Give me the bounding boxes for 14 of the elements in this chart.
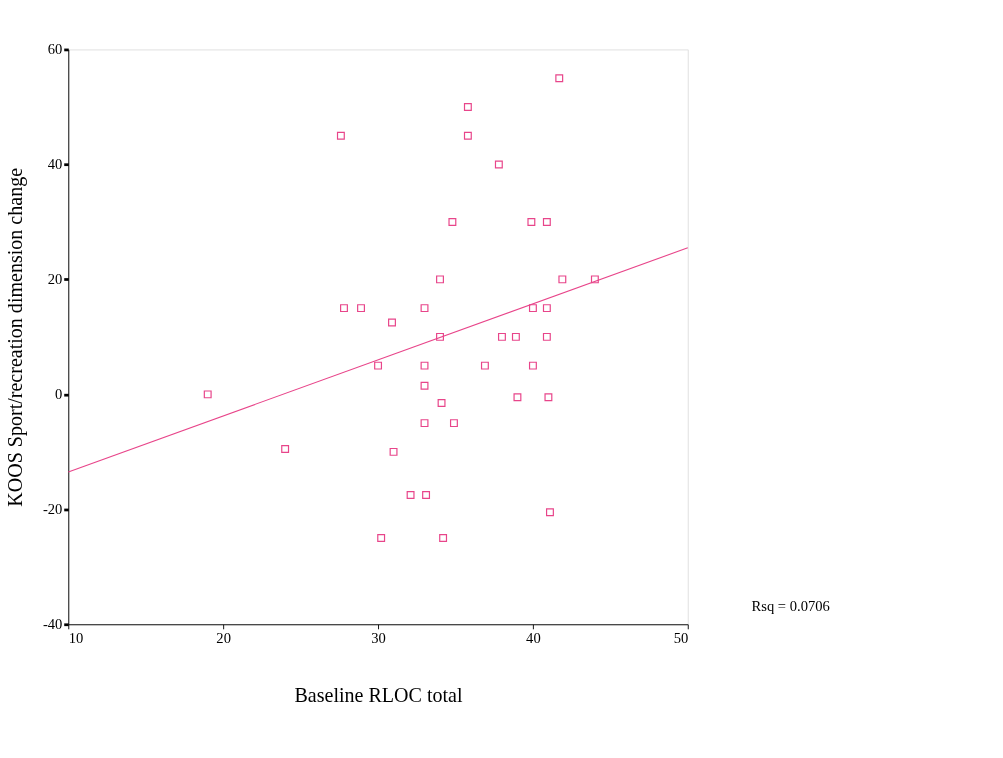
x-tick-label: 40 bbox=[526, 629, 541, 646]
x-axis-title: Baseline RLOC total bbox=[294, 684, 463, 707]
y-tick-label: 0 bbox=[55, 386, 63, 403]
y-axis-title: KOOS Sport/recreation dimension change bbox=[4, 167, 28, 507]
x-tick-label: 50 bbox=[673, 629, 689, 646]
y-tick-label: -40 bbox=[42, 616, 63, 633]
x-tick-label: 30 bbox=[371, 629, 386, 646]
y-tick-label: 20 bbox=[47, 271, 63, 288]
y-tick-label: -20 bbox=[42, 501, 63, 518]
y-tick-label: 40 bbox=[47, 156, 63, 173]
x-tick-label: 20 bbox=[216, 629, 231, 646]
text: Rsq = 0.0706 bbox=[751, 597, 830, 614]
y-tick-label: 60 bbox=[47, 41, 63, 58]
x-tick-label: 10 bbox=[68, 629, 84, 646]
